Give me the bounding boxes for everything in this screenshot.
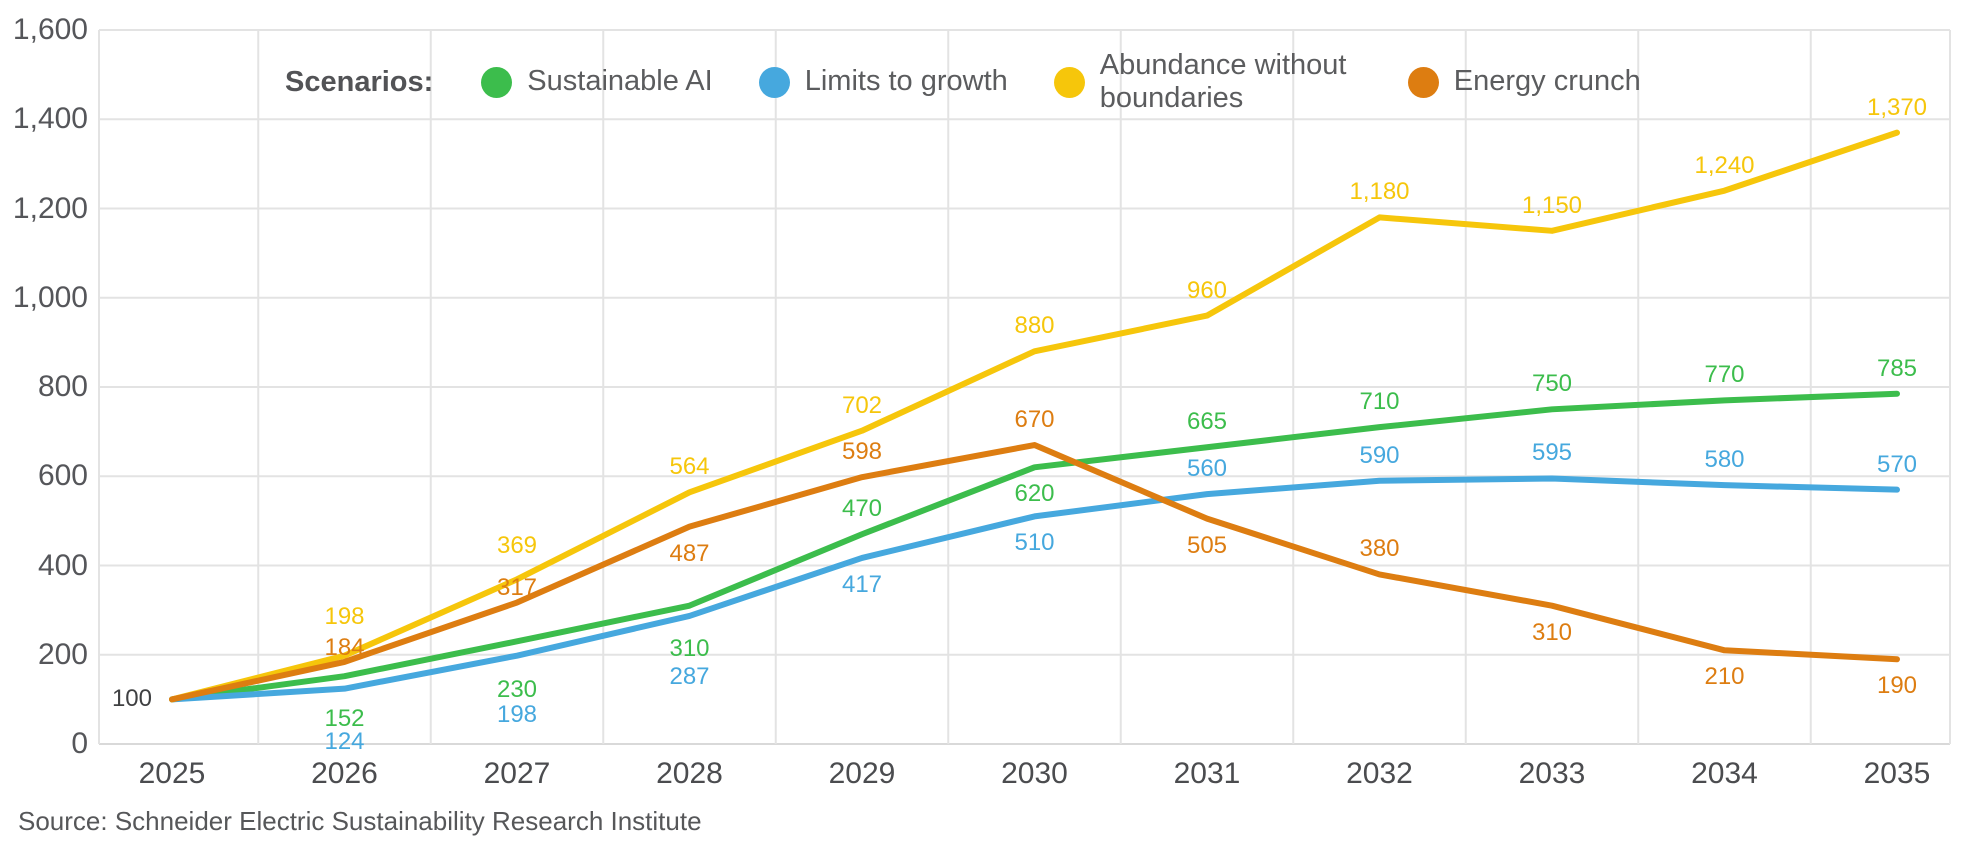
legend-title: Scenarios: [285, 65, 434, 98]
legend-item-sustainable-ai: Sustainable AI [481, 65, 713, 98]
source-caption: Source: Schneider Electric Sustainabilit… [18, 806, 702, 836]
series-line-sustainable-ai [169, 390, 1900, 703]
legend-dot-limits-to-growth [758, 66, 790, 98]
legend-item-limits-to-growth: Limits to growth [758, 65, 1008, 98]
legend-item-abundance-without-boundaries: Abundance without boundaries [1053, 48, 1362, 116]
legend-item-label: Sustainable AI [527, 65, 713, 98]
legend-dot-abundance-without-boundaries [1053, 66, 1085, 98]
legend-items: Sustainable AI Limits to growth Abundance … [481, 49, 1641, 116]
legend-dot-sustainable-ai [481, 66, 513, 98]
legend-item-label: Energy crunch [1453, 65, 1641, 98]
legend-item-label: Limits to growth [804, 65, 1008, 98]
legend-item-label: Abundance without boundaries [1099, 48, 1347, 114]
chart-legend: Scenarios: Sustainable AI Limits to growt… [285, 38, 1641, 126]
legend-dot-energy-crunch [1407, 66, 1439, 98]
series-line-abundance-without-boundaries [169, 129, 1900, 703]
series-line-limits-to-growth [169, 475, 1900, 703]
legend-item-energy-crunch: Energy crunch [1407, 65, 1641, 98]
series-line-energy-crunch [169, 442, 1900, 703]
